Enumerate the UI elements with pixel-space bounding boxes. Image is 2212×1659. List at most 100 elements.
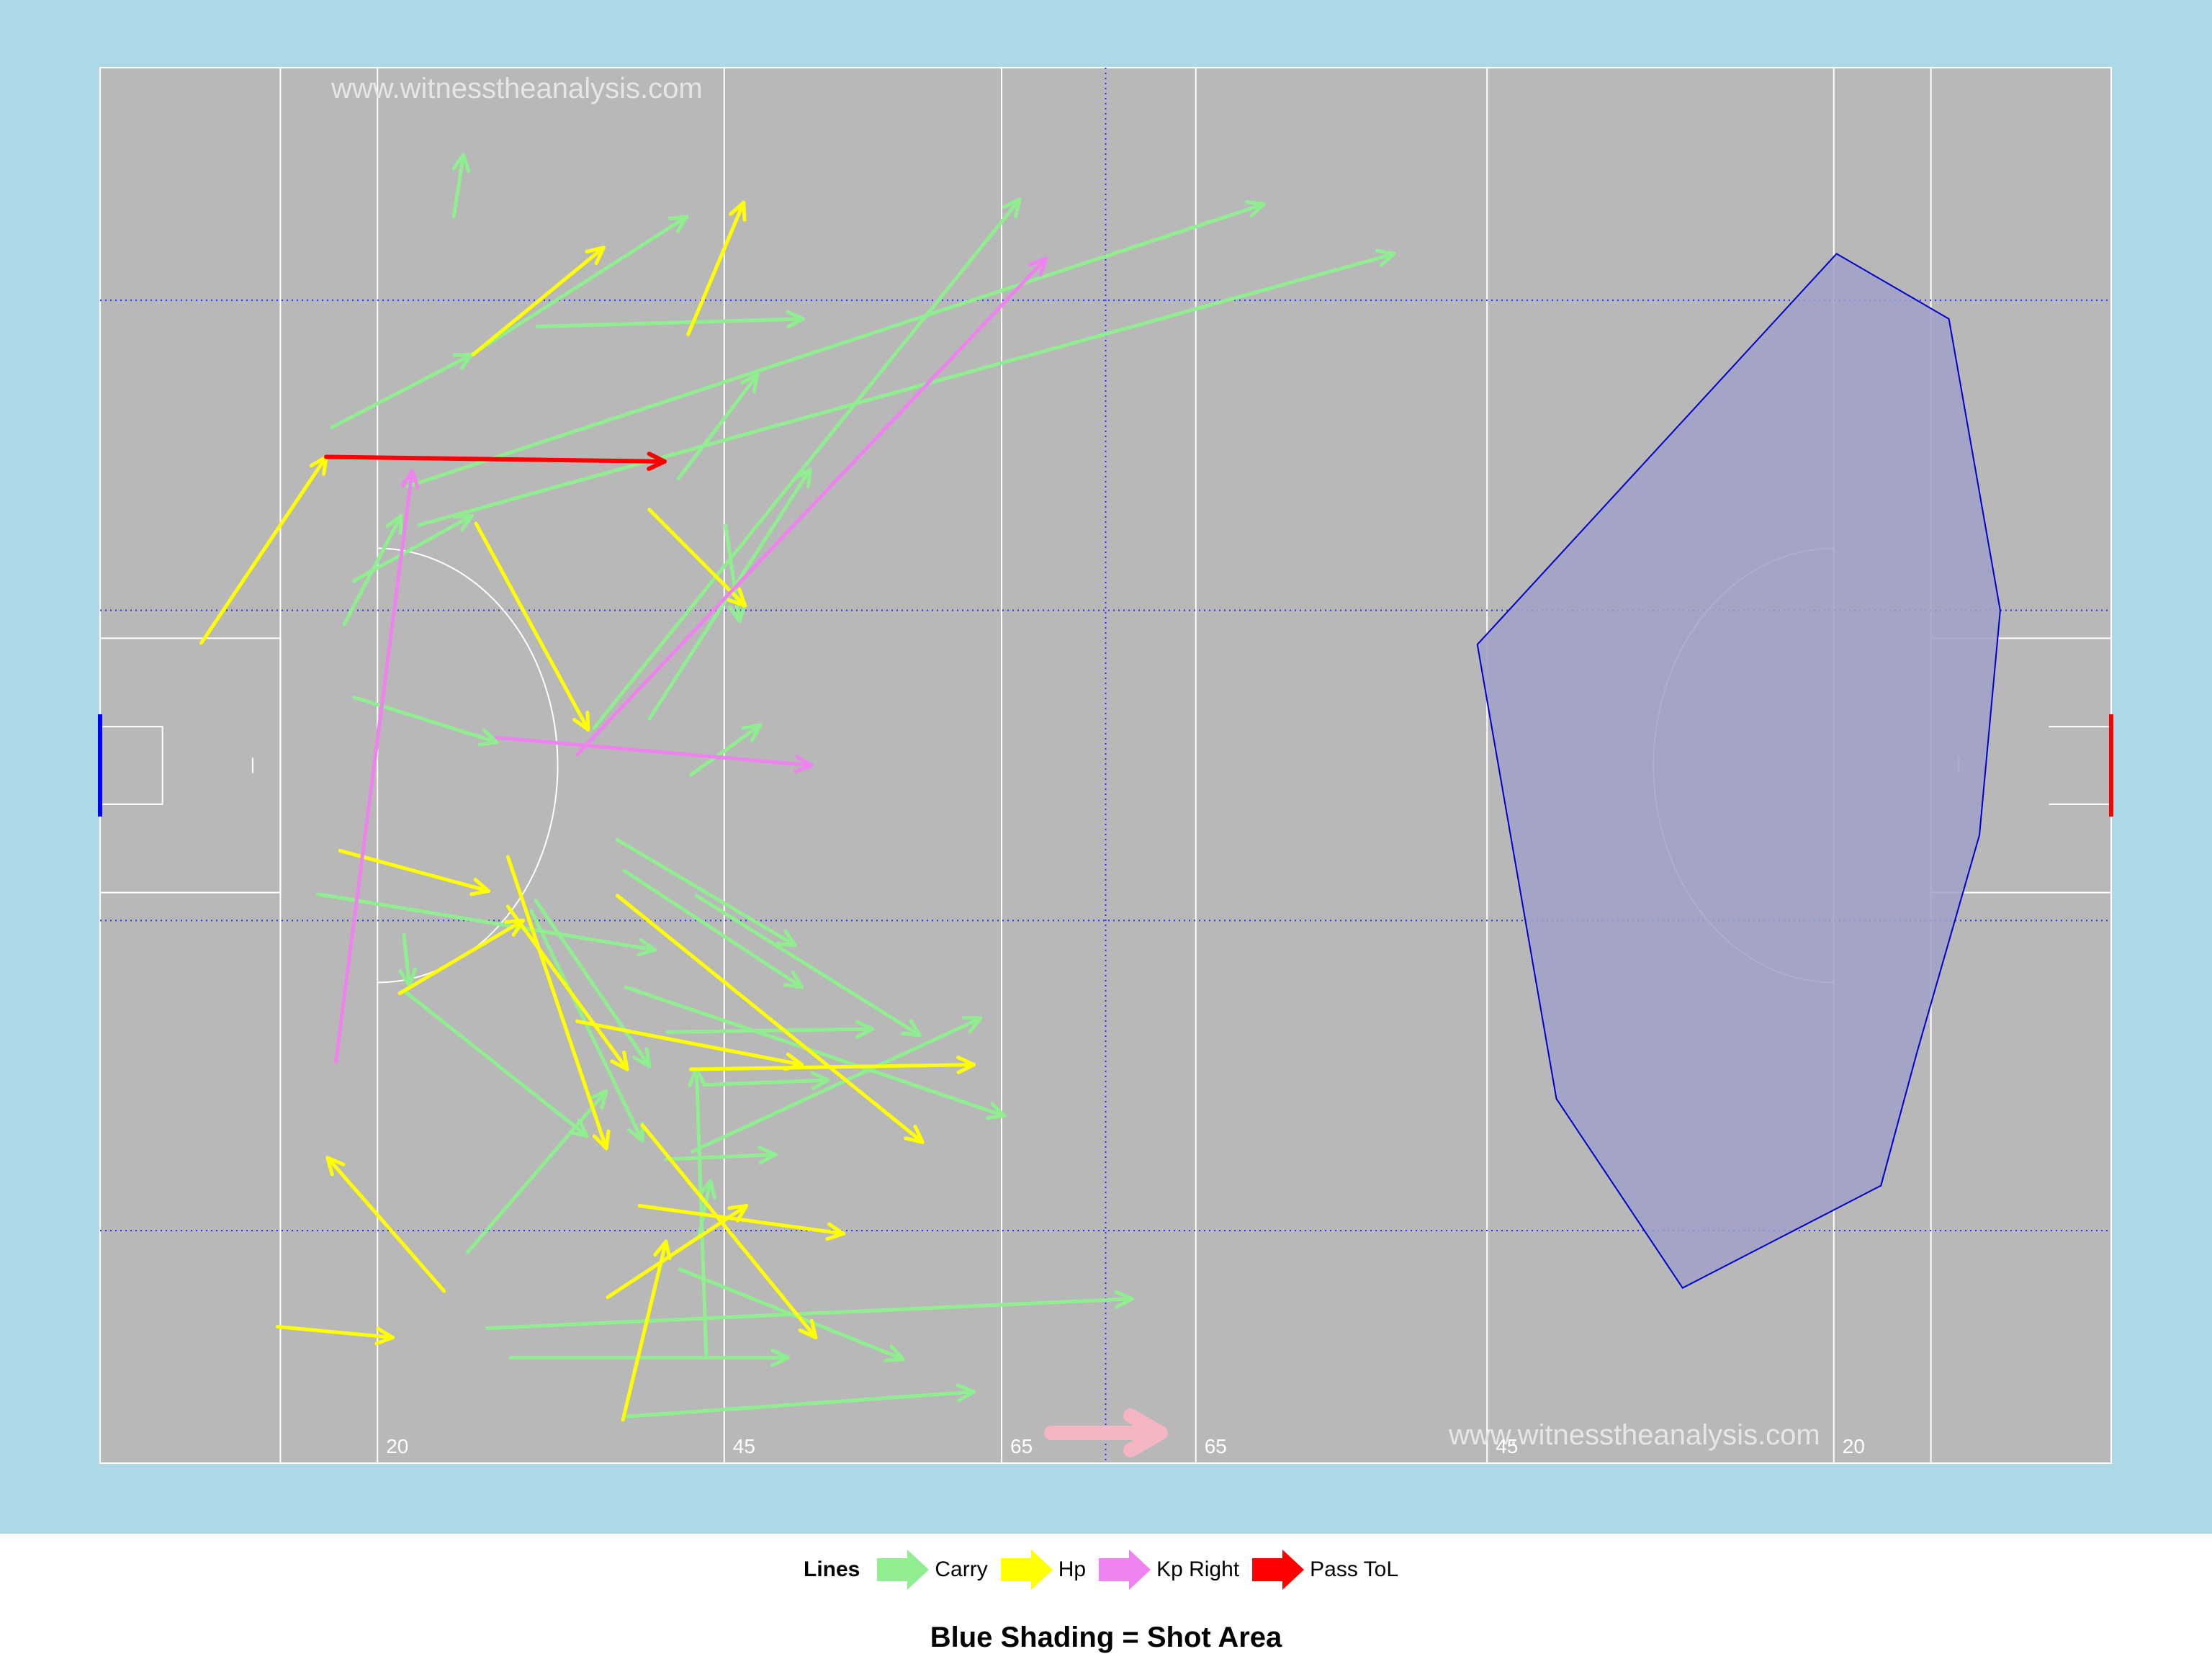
carry-arrow <box>315 892 657 957</box>
hp-arrow <box>474 521 590 732</box>
carry-arrow <box>624 985 1007 1120</box>
carry-arrow-shaft <box>315 892 657 952</box>
carry-arrow-shaft <box>534 898 652 1069</box>
hp-arrow-head <box>653 1239 672 1261</box>
carry-arrow-shaft <box>529 909 644 1143</box>
carry-arrow-head <box>626 1121 644 1143</box>
hp-arrow-shaft <box>637 1204 845 1236</box>
carry-arrow-head <box>961 1016 983 1034</box>
hp-arrow <box>397 918 525 996</box>
kp-right-arrow-shaft <box>495 735 814 768</box>
carry-arrow-shaft <box>465 1089 608 1254</box>
legend-swatch-kp-right <box>1099 1550 1151 1590</box>
carry-arrow <box>508 1348 790 1367</box>
carry-arrow-head <box>757 1146 778 1165</box>
carry-arrow <box>615 837 797 948</box>
carry-arrow-head <box>740 372 760 394</box>
carry-arrow-head <box>477 728 499 747</box>
carry-arrow <box>403 989 589 1138</box>
carry-arrow <box>417 248 1396 527</box>
carry-arrow-head <box>636 938 657 957</box>
carry-arrow-shaft <box>485 1297 1134 1331</box>
carry-arrow-shaft <box>689 723 763 777</box>
carry-arrow <box>697 1179 716 1237</box>
carry-arrow <box>703 1071 830 1090</box>
carry-arrow <box>465 1089 608 1254</box>
kp-right-arrow-head <box>1028 256 1048 277</box>
carry-arrow-head <box>728 603 747 624</box>
carry-arrow-head <box>667 215 689 233</box>
distance-label: 65 <box>1205 1435 1227 1457</box>
hp-arrow-head <box>469 878 490 896</box>
carry-arrow-head <box>770 1348 790 1367</box>
hp-arrow-head <box>610 1050 629 1071</box>
carry-arrow <box>406 199 1266 488</box>
carry-arrow-shaft <box>351 513 474 583</box>
carry-arrow <box>689 723 763 777</box>
carry-arrow-head <box>1244 199 1266 218</box>
legend-swatch-carry <box>877 1550 930 1590</box>
kp-right-arrow <box>495 735 814 773</box>
legend-swatch-hp <box>1000 1550 1053 1590</box>
legend-title: Lines <box>804 1557 860 1581</box>
hp-arrow <box>606 1204 749 1300</box>
carry-arrow-shaft <box>678 1267 905 1362</box>
carry-arrow <box>678 1267 905 1362</box>
legend-label-kp-right: Kp Right <box>1156 1557 1240 1581</box>
carry-arrow-head <box>775 929 797 948</box>
hp-arrow <box>325 1156 446 1293</box>
kp-right-arrow-head <box>400 469 420 490</box>
carry-arrow <box>469 215 689 356</box>
hp-arrow <box>338 848 490 896</box>
carry-arrow <box>535 310 806 329</box>
hp-arrow-head <box>729 200 747 222</box>
kp-right-arrow <box>575 256 1048 757</box>
hp-arrow <box>637 1204 845 1241</box>
carry-arrow-shaft <box>330 352 474 430</box>
kp-right-arrow-head <box>793 755 814 773</box>
distance-label: 45 <box>733 1435 755 1457</box>
shot-area-polygon <box>1476 253 2001 1289</box>
carry-arrow-shaft <box>694 894 922 1038</box>
carry-arrow-head <box>698 1179 716 1200</box>
carry-arrow <box>592 197 1022 730</box>
carry-arrow-shaft <box>535 317 806 329</box>
carry-arrow-head <box>855 1020 875 1039</box>
carry-arrow-shaft <box>676 372 760 481</box>
goal-box <box>100 726 163 805</box>
carry-arrow-shaft <box>469 215 689 356</box>
hp-arrow-head <box>956 1056 976 1074</box>
hp-arrow <box>640 1123 818 1340</box>
hp-arrow <box>689 1056 976 1074</box>
watermark-top: www.witnesstheanalysis.com <box>331 73 703 104</box>
hp-arrow-shaft <box>575 1019 804 1067</box>
carry-arrow-shaft <box>724 523 742 624</box>
hp-arrow-shaft <box>505 855 608 1151</box>
carry-arrow-head <box>810 1071 830 1090</box>
carry-arrow-shaft <box>406 202 1266 488</box>
carry-arrow-shaft <box>703 1078 830 1087</box>
kp-right-arrow-shaft <box>333 469 414 1064</box>
label-layer: www.witnesstheanalysis.com www.witnessthe… <box>331 73 1865 1457</box>
distance-label: 20 <box>386 1435 408 1457</box>
goal-box <box>100 637 282 894</box>
carry-arrow-shaft <box>403 989 589 1138</box>
carry-arrow <box>665 1020 875 1039</box>
shot-area <box>1476 253 2001 1289</box>
carry-arrow-shaft <box>624 985 1007 1118</box>
carry-arrow-shaft <box>351 695 499 745</box>
hp-arrow-shaft <box>325 1156 446 1293</box>
legend-label-hp: Hp <box>1058 1557 1087 1581</box>
hp-arrow <box>647 508 747 608</box>
carry-arrow-head <box>451 153 471 174</box>
hp-arrow-shaft <box>505 904 629 1071</box>
hp-arrow-head <box>825 1222 845 1241</box>
hp-arrow-head <box>798 1318 818 1340</box>
carry-arrow-shaft <box>697 1179 713 1237</box>
carry-arrow-head <box>985 1102 1007 1120</box>
direction-of-play-arrow <box>1044 1408 1168 1457</box>
carry-arrow-shaft <box>665 1027 875 1034</box>
carry-arrow <box>694 894 922 1038</box>
carry-arrow-shaft <box>615 837 797 948</box>
